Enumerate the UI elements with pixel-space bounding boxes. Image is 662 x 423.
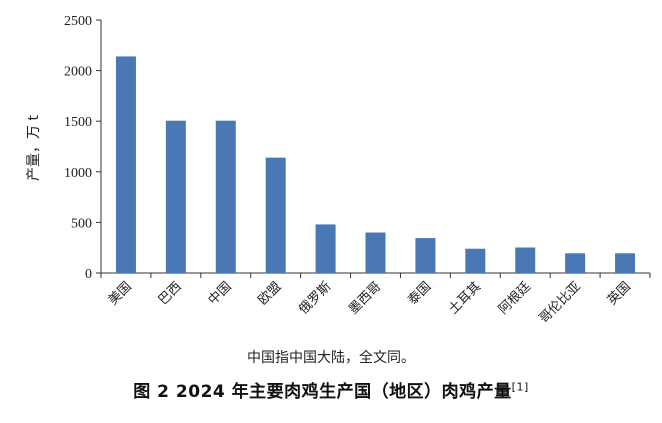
x-tick-label: 俄罗斯 <box>296 279 334 317</box>
bar <box>265 157 286 273</box>
x-tick-label: 阿根廷 <box>496 279 534 317</box>
bar <box>165 120 186 273</box>
chart-note: 中国指中国大陆，全文同。 <box>247 350 415 366</box>
x-tick-label: 巴西 <box>156 279 185 308</box>
bar <box>415 238 436 273</box>
figure-caption: 图 2 2024 年主要肉鸡生产国（地区）肉鸡产量[1] <box>0 377 662 402</box>
x-tick-label: 美国 <box>106 279 135 308</box>
bar <box>115 56 136 273</box>
y-axis: 0 500 1000 1500 2000 2500 <box>64 14 102 282</box>
caption-text: 图 2 2024 年主要肉鸡生产国（地区）肉鸡产量 <box>133 382 512 402</box>
x-axis <box>100 272 651 278</box>
y-axis-title: 产量，万 t <box>26 115 42 181</box>
y-tick-label: 0 <box>85 267 92 282</box>
category-labels: 美国 巴西 中国 欧盟 俄罗斯 墨西哥 泰国 土耳其 阿根廷 哥伦比亚 英国 <box>106 279 634 326</box>
bar <box>465 248 486 273</box>
y-tick-label: 2000 <box>64 65 92 80</box>
x-tick-label: 泰国 <box>405 279 434 308</box>
bar <box>215 120 236 273</box>
y-tick-label: 1500 <box>64 115 92 130</box>
y-tick-label: 500 <box>71 216 92 231</box>
bar-chart: 产量，万 t 0 500 1000 1500 2000 2500 美国 巴西 中国 欧盟 俄罗斯墨… <box>26 14 651 327</box>
x-tick-label: 欧盟 <box>256 279 285 308</box>
y-tick-label: 2500 <box>64 14 92 29</box>
bar <box>365 232 386 273</box>
x-tick-label: 墨西哥 <box>346 279 384 317</box>
x-tick-label: 英国 <box>605 279 634 308</box>
bar <box>515 247 536 273</box>
x-tick-label: 中国 <box>206 279 235 308</box>
x-tick-label: 哥伦比亚 <box>537 279 584 326</box>
bar <box>315 224 336 273</box>
x-tick-label: 土耳其 <box>446 279 484 317</box>
bars <box>115 56 636 273</box>
bar <box>615 253 636 273</box>
y-tick-label: 1000 <box>64 166 92 181</box>
bar <box>565 253 586 273</box>
caption-reference: [1] <box>511 380 529 394</box>
